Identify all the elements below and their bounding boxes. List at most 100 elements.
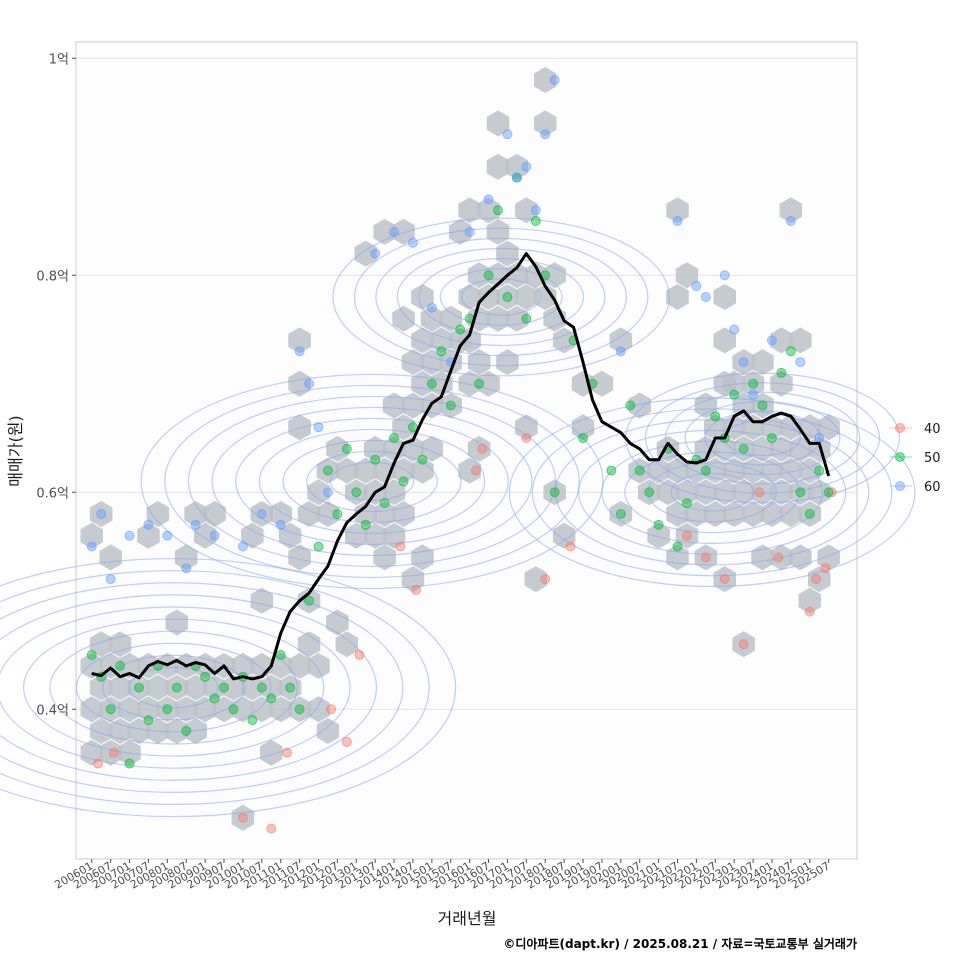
hexbin-cell <box>704 501 727 527</box>
data-point-50 <box>521 313 532 324</box>
data-point-50 <box>304 595 315 606</box>
hexbin-cell <box>118 652 141 679</box>
hexbin-cell <box>467 435 491 462</box>
hexbin-cell <box>108 674 132 701</box>
hexbin-cell <box>392 305 415 332</box>
data-point-50 <box>86 650 97 661</box>
data-point-40 <box>804 606 815 617</box>
data-point-50 <box>171 682 182 693</box>
hexbin-cell <box>779 501 803 527</box>
hexbin-cell <box>458 370 481 397</box>
hexbin-cell <box>713 284 736 310</box>
data-point-50 <box>530 216 541 227</box>
hexbin-cell <box>241 674 264 701</box>
data-point-50 <box>436 346 447 357</box>
hexbin-cell <box>222 674 245 701</box>
data-point-50 <box>398 476 409 487</box>
hexbin-cell <box>363 435 387 462</box>
hexbin-cell <box>288 696 311 723</box>
hexbin-cell <box>458 197 481 224</box>
density-contour <box>102 654 246 721</box>
y-tick-label: 1억 <box>49 52 69 67</box>
density-contour <box>418 258 585 336</box>
data-point-50 <box>757 400 768 411</box>
hexbin-cell <box>316 718 340 744</box>
hexbin-cell <box>401 349 425 376</box>
hexbin-cell <box>165 609 188 636</box>
hexbin-cell <box>477 197 500 224</box>
hexbin-cell <box>713 479 736 506</box>
hexbin-cell <box>137 696 160 723</box>
data-point-40 <box>108 747 119 758</box>
hexbin-cell <box>486 153 510 180</box>
density-contour <box>461 278 542 316</box>
hexbin-cell <box>382 392 406 419</box>
data-point-50 <box>710 411 721 422</box>
density-contour <box>306 450 438 513</box>
hexbin-cell <box>345 522 368 549</box>
hexbin-cell <box>392 457 415 484</box>
data-point-60 <box>275 519 286 530</box>
hexbin-cell <box>250 696 274 723</box>
data-point-60 <box>313 422 324 433</box>
density-contour <box>49 630 298 745</box>
hexbin-cell <box>363 522 387 549</box>
hexbin-cell <box>288 544 311 571</box>
hexbin-cell <box>524 262 547 289</box>
data-point-50 <box>247 715 258 726</box>
data-point-50 <box>681 498 692 509</box>
data-point-40 <box>826 487 837 498</box>
data-point-50 <box>474 378 485 389</box>
hexbin-cell <box>751 479 774 506</box>
data-point-40 <box>470 465 481 476</box>
data-point-40 <box>700 552 711 563</box>
data-point-50 <box>181 725 192 736</box>
hexbin-cell <box>297 631 321 658</box>
legend-label-40: 40 <box>924 422 941 437</box>
y-axis-title: 매매가(원) <box>6 415 25 486</box>
hexbin-cell <box>345 479 368 506</box>
caption: ©디아파트(dapt.kr) / 2025.08.21 / 자료=국토교통부 실… <box>503 936 857 951</box>
hexbin-cell <box>165 718 188 744</box>
data-point-60 <box>511 172 522 183</box>
hexbin-cell <box>420 305 444 332</box>
density-contour <box>531 408 893 577</box>
density-contour <box>128 666 219 709</box>
data-point-60 <box>256 508 267 519</box>
data-point-60 <box>785 216 796 227</box>
data-point-40 <box>565 541 576 552</box>
hexbin-cell <box>127 674 151 701</box>
hexbin-cell <box>184 674 207 701</box>
data-point-60 <box>691 281 702 292</box>
data-point-40 <box>719 574 730 585</box>
hexbin-cell <box>392 218 415 245</box>
data-point-50 <box>672 541 683 552</box>
data-point-50 <box>115 660 126 671</box>
hexbin-cell <box>694 435 718 462</box>
data-point-40 <box>754 487 765 498</box>
data-point-50 <box>379 498 390 509</box>
hexbin-cell <box>817 414 840 441</box>
hexbin-cell <box>524 566 547 593</box>
data-point-50 <box>785 346 796 357</box>
hexbin-cell <box>666 197 689 224</box>
density-contour <box>508 397 916 588</box>
density-contour <box>704 410 821 466</box>
hexbin-cell <box>184 501 207 527</box>
hexbin-cell <box>288 327 311 354</box>
hexbin-cell <box>316 501 340 527</box>
data-point-60 <box>729 324 740 335</box>
hexbin-cell <box>486 110 510 137</box>
hexbin-cell <box>609 501 633 527</box>
data-point-60 <box>322 487 333 498</box>
hexbin-cell <box>250 501 274 527</box>
data-point-50 <box>748 378 759 389</box>
data-point-60 <box>105 574 116 585</box>
hexbin-cell <box>448 218 472 245</box>
legend-key-40 <box>895 423 905 433</box>
data-point-40 <box>738 639 749 650</box>
x-axis-title: 거래년월 <box>438 909 497 928</box>
data-point-50 <box>162 704 173 715</box>
hexbin-cell <box>770 435 793 462</box>
